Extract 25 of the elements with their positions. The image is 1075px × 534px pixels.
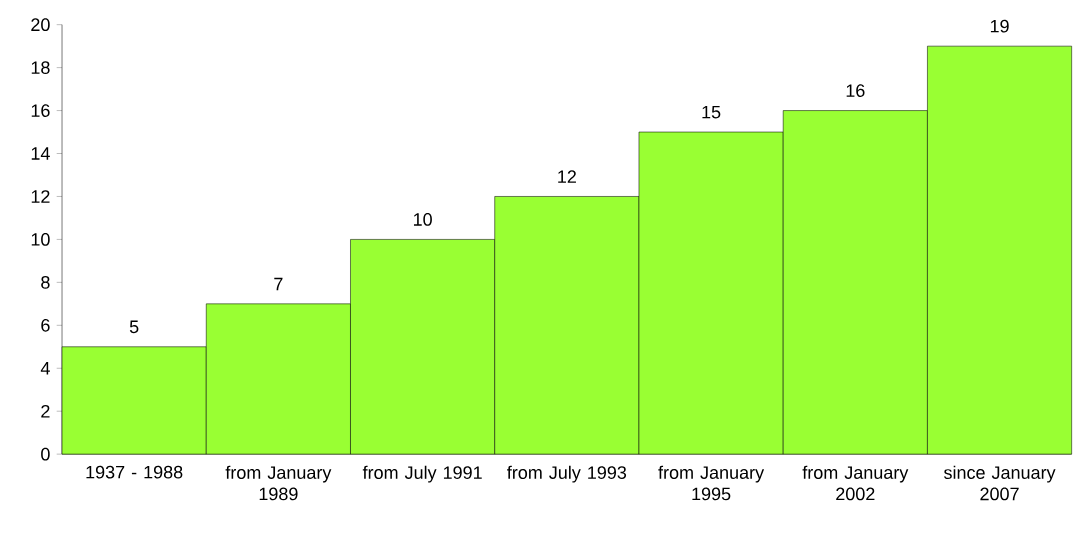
y-tick-label: 8	[41, 276, 50, 289]
data-label: 5	[129, 320, 139, 334]
data-label: 15	[702, 106, 721, 119]
data-label: 12	[558, 170, 576, 184]
x-tick-label: from January 1989	[225, 465, 332, 501]
x-tick-label: since January 2007	[944, 465, 1056, 501]
data-label: 10	[413, 213, 432, 227]
data-label: 16	[846, 84, 865, 98]
x-tick-label: from January 2002	[802, 465, 909, 501]
y-tick-label: 2	[41, 405, 50, 418]
y-tick-label: 18	[31, 61, 50, 75]
y-tick-label: 12	[31, 190, 50, 203]
y-tick-label: 6	[41, 319, 50, 332]
y-tick-label: 14	[31, 147, 50, 160]
y-tick-label: 16	[31, 104, 50, 118]
y-tick-label: 10	[31, 233, 50, 247]
data-label: 19	[990, 20, 1009, 33]
x-tick-label: from January 1995	[658, 465, 765, 501]
y-tick-label: 20	[31, 18, 50, 32]
x-tick-label: from July 1991	[362, 465, 482, 483]
y-tick-label: 4	[40, 362, 50, 375]
x-tick-label: from July 1993	[507, 465, 627, 483]
x-tick-label: 1937 - 1988	[86, 466, 183, 479]
y-tick-label: 0	[41, 448, 50, 461]
data-label: 7	[274, 278, 283, 291]
